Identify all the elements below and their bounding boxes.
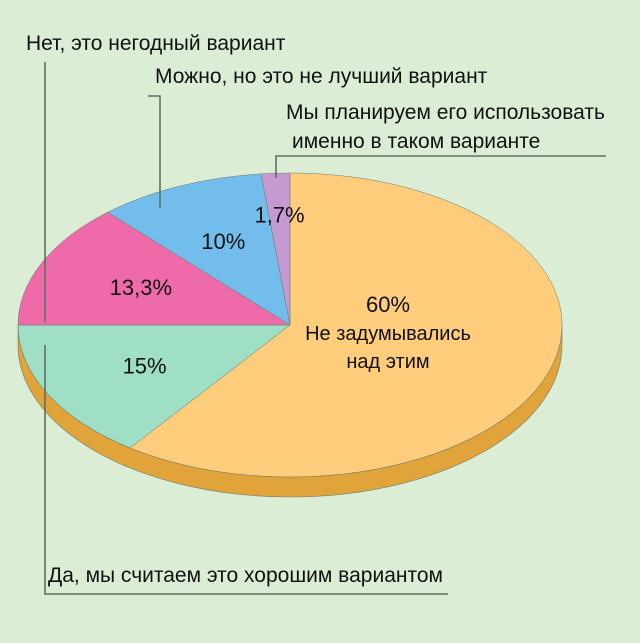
callout-label-2-0: Мы планируем его использовать [286, 101, 605, 124]
pie-slice-2 [17, 211, 291, 326]
slice-inside-label-0-1: над этим [346, 351, 429, 373]
pie-top [17, 172, 563, 478]
pie-slice-0 [129, 172, 563, 478]
callout-line-1 [148, 95, 161, 208]
slice-inside-label-0-0: Не задумывались [305, 323, 471, 345]
pie-slice-3 [107, 173, 291, 326]
callouts: Нет, это негодный вариант Можно, но это н… [26, 32, 606, 595]
slice-value-label-1: 15% [123, 353, 167, 378]
callout-line-2 [275, 155, 606, 178]
slice-value-label-2: 13,3% [110, 275, 172, 300]
slice-value-label-4: 1,7% [254, 203, 304, 228]
callout-label-2-1: именно в таком варианте [292, 130, 540, 153]
callout-line-3 [44, 345, 448, 595]
slice-labels: 60% Не задумывались над этим 15% 13,3% 10% 1,7… [110, 203, 471, 379]
slice-value-label-0: 60% [366, 292, 410, 317]
callout-label-3-0: Да, мы считаем это хорошим вариантом [48, 564, 443, 587]
callout-label-0-0: Нет, это негодный вариант [26, 32, 286, 55]
callout-label-1-0: Можно, но это не лучший вариант [155, 65, 488, 88]
pie-slice-1 [17, 324, 291, 449]
slice-value-label-3: 10% [201, 229, 245, 254]
